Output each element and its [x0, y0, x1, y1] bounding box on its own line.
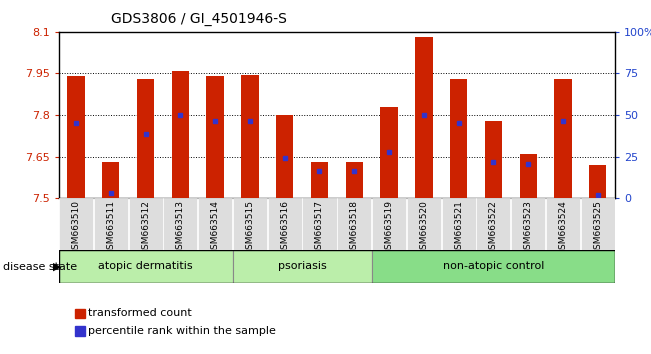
Text: GSM663522: GSM663522 — [489, 200, 498, 255]
Bar — [276, 115, 294, 198]
Bar — [450, 79, 467, 198]
Text: GSM663521: GSM663521 — [454, 200, 463, 255]
Bar — [554, 79, 572, 198]
Text: GSM663520: GSM663520 — [419, 200, 428, 255]
Bar — [94, 198, 128, 250]
Bar — [311, 162, 328, 198]
Text: GSM663525: GSM663525 — [593, 200, 602, 255]
Text: ▶: ▶ — [53, 262, 62, 272]
Text: transformed count: transformed count — [88, 308, 191, 318]
Bar — [137, 79, 154, 198]
Bar — [372, 198, 406, 250]
Text: GSM663512: GSM663512 — [141, 200, 150, 255]
Bar — [59, 198, 93, 250]
Text: GSM663513: GSM663513 — [176, 200, 185, 255]
Bar — [102, 162, 120, 198]
Text: GSM663517: GSM663517 — [315, 200, 324, 255]
Bar — [581, 198, 615, 250]
Text: GSM663516: GSM663516 — [280, 200, 289, 255]
Bar — [380, 107, 398, 198]
Bar — [128, 198, 163, 250]
Bar — [268, 198, 302, 250]
Bar — [372, 250, 615, 283]
Text: GSM663514: GSM663514 — [211, 200, 219, 255]
Bar — [303, 198, 337, 250]
Text: GDS3806 / GI_4501946-S: GDS3806 / GI_4501946-S — [111, 12, 286, 27]
Text: disease state: disease state — [3, 262, 77, 272]
Bar — [172, 71, 189, 198]
Bar — [198, 198, 232, 250]
Text: percentile rank within the sample: percentile rank within the sample — [88, 326, 276, 336]
Bar — [59, 250, 232, 283]
Text: GSM663511: GSM663511 — [106, 200, 115, 255]
Text: GSM663518: GSM663518 — [350, 200, 359, 255]
Bar — [415, 38, 432, 198]
Text: GSM663510: GSM663510 — [72, 200, 81, 255]
Bar — [485, 121, 502, 198]
Bar — [346, 162, 363, 198]
Bar — [233, 198, 267, 250]
Bar — [441, 198, 476, 250]
Text: atopic dermatitis: atopic dermatitis — [98, 261, 193, 272]
Bar — [206, 76, 224, 198]
Bar — [337, 198, 371, 250]
Text: GSM663519: GSM663519 — [385, 200, 394, 255]
Text: non-atopic control: non-atopic control — [443, 261, 544, 272]
Bar — [407, 198, 441, 250]
Bar — [519, 154, 537, 198]
Bar — [511, 198, 546, 250]
Text: GSM663523: GSM663523 — [523, 200, 533, 255]
Bar — [163, 198, 197, 250]
Bar — [242, 75, 258, 198]
Text: GSM663524: GSM663524 — [559, 200, 568, 255]
Bar — [589, 165, 607, 198]
Text: psoriasis: psoriasis — [278, 261, 327, 272]
Bar — [67, 76, 85, 198]
Bar — [232, 250, 372, 283]
Bar — [546, 198, 580, 250]
Bar — [477, 198, 510, 250]
Text: GSM663515: GSM663515 — [245, 200, 255, 255]
